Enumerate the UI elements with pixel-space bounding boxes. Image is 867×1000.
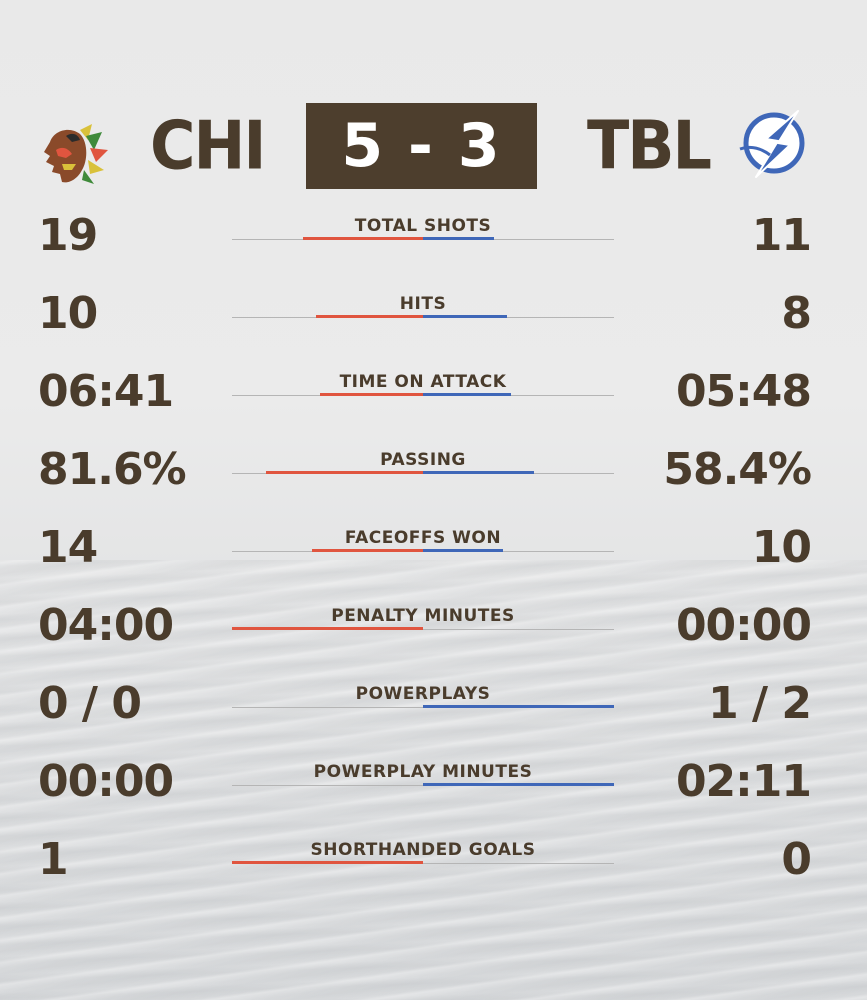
home-stat-bar	[316, 315, 423, 318]
home-stat-bar	[232, 627, 423, 630]
stat-track-line	[232, 863, 614, 864]
away-stat-bar	[423, 471, 534, 474]
stat-label: POWERPLAYS	[355, 684, 491, 704]
stat-row: 14 FACEOFFS WON 10	[0, 518, 867, 578]
stat-row: 00:00 POWERPLAY MINUTES 02:11	[0, 752, 867, 812]
stat-label: PENALTY MINUTES	[331, 606, 515, 626]
stat-label: TOTAL SHOTS	[354, 216, 492, 236]
stat-row: 1 SHORTHANDED GOALS 0	[0, 830, 867, 890]
away-stat-bar	[423, 705, 614, 708]
home-stat-value: 0 / 0	[38, 678, 142, 729]
stat-label: HITS	[399, 294, 447, 314]
stat-label: POWERPLAY MINUTES	[313, 762, 533, 782]
away-stat-bar	[423, 315, 507, 318]
stat-row: 19 TOTAL SHOTS 11	[0, 206, 867, 266]
away-stat-value: 02:11	[675, 756, 812, 807]
stat-row: 0 / 0 POWERPLAYS 1 / 2	[0, 674, 867, 734]
ice-background	[0, 560, 867, 1000]
away-stat-value: 05:48	[675, 366, 812, 417]
home-stat-value: 1	[38, 834, 69, 885]
scoreboard-header: CHI 5 - 3 TBL	[0, 103, 867, 189]
away-stat-bar	[423, 393, 511, 396]
away-stat-bar	[423, 237, 494, 240]
away-team-abbr: TBL	[587, 106, 712, 185]
home-stat-value: 06:41	[38, 366, 174, 417]
stat-label: TIME ON ATTACK	[339, 372, 507, 392]
score-box: 5 - 3	[306, 103, 537, 189]
away-stat-value: 11	[751, 210, 812, 261]
away-stat-value: 1 / 2	[708, 678, 812, 729]
stat-label: FACEOFFS WON	[344, 528, 502, 548]
stat-row: 06:41 TIME ON ATTACK 05:48	[0, 362, 867, 422]
home-stat-bar	[303, 237, 423, 240]
lightning-bolt-logo-icon	[739, 110, 805, 178]
stat-track-line	[232, 629, 614, 630]
away-stat-value: 10	[751, 522, 812, 573]
home-stat-bar	[312, 549, 423, 552]
home-stat-value: 14	[38, 522, 98, 573]
stat-row: 10 HITS 8	[0, 284, 867, 344]
home-stat-bar	[266, 471, 423, 474]
stat-row: 04:00 PENALTY MINUTES 00:00	[0, 596, 867, 656]
home-stat-bar	[320, 393, 423, 396]
away-stat-bar	[423, 783, 614, 786]
away-stat-value: 0	[781, 834, 812, 885]
home-stat-value: 00:00	[38, 756, 174, 807]
stat-row: 81.6% PASSING 58.4%	[0, 440, 867, 500]
stat-label: SHORTHANDED GOALS	[310, 840, 536, 860]
home-stat-value: 19	[38, 210, 98, 261]
home-team-abbr: CHI	[150, 106, 266, 185]
home-stat-value: 10	[38, 288, 98, 339]
home-stat-bar	[232, 861, 423, 864]
score-text: 5 - 3	[341, 111, 502, 181]
home-stat-value: 81.6%	[38, 444, 187, 495]
blackhawks-logo-icon	[44, 124, 108, 184]
stat-label: PASSING	[380, 450, 466, 470]
away-stat-value: 8	[781, 288, 812, 339]
home-stat-value: 04:00	[38, 600, 174, 651]
away-stat-value: 58.4%	[663, 444, 812, 495]
away-stat-value: 00:00	[675, 600, 812, 651]
away-stat-bar	[423, 549, 503, 552]
